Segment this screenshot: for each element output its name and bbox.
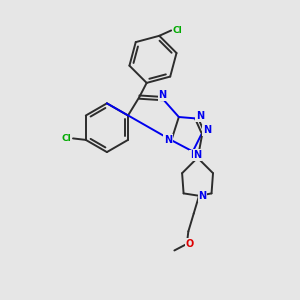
- Text: Cl: Cl: [61, 134, 71, 143]
- Text: N: N: [196, 111, 204, 121]
- Text: N: N: [194, 150, 202, 160]
- Text: N: N: [190, 150, 198, 160]
- Text: N: N: [164, 135, 172, 145]
- Text: N: N: [203, 125, 211, 135]
- Text: Cl: Cl: [172, 26, 182, 35]
- Text: N: N: [158, 90, 166, 100]
- Text: N: N: [199, 191, 207, 201]
- Text: O: O: [186, 239, 194, 249]
